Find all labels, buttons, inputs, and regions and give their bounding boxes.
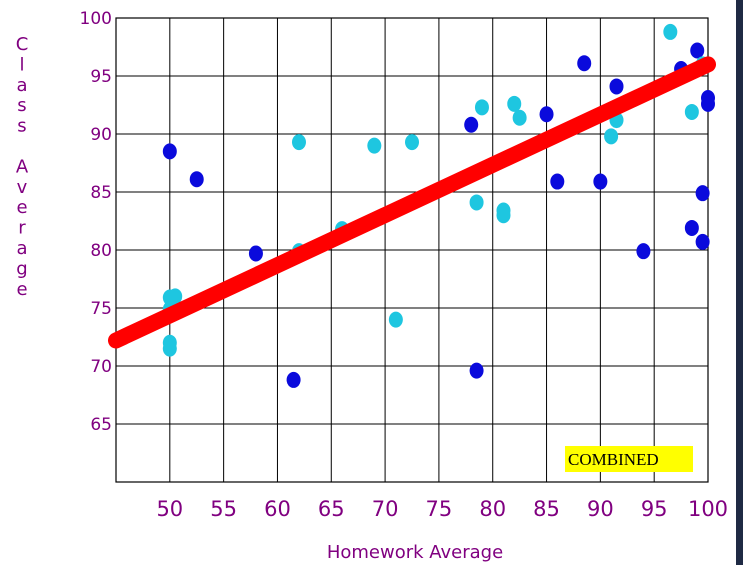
y-axis-label-char: a [16, 238, 27, 259]
data-point [593, 173, 608, 190]
data-point [162, 340, 177, 357]
x-tick-label: 75 [426, 497, 453, 521]
y-axis-label-char [19, 136, 25, 157]
data-point [474, 99, 489, 116]
data-point [469, 362, 484, 379]
data-point [539, 106, 554, 123]
x-tick-label: 90 [587, 497, 614, 521]
data-point [512, 109, 527, 126]
data-points [162, 23, 715, 388]
data-point [684, 103, 699, 120]
data-point [604, 128, 619, 145]
data-point [550, 173, 565, 190]
data-point [496, 207, 511, 224]
x-tick-label: 85 [533, 497, 560, 521]
data-point [684, 219, 699, 236]
y-tick-label: 90 [90, 125, 112, 145]
x-tick-label: 100 [688, 497, 728, 521]
annotation-box: COMBINED [565, 446, 693, 472]
x-tick-label: 70 [372, 497, 399, 521]
x-tick-label: 80 [479, 497, 506, 521]
y-tick-labels: 100 95 90 85 80 75 70 65 [80, 9, 112, 435]
data-point [286, 371, 301, 388]
y-axis-label-char: C [16, 34, 29, 55]
data-point [405, 134, 419, 151]
trendline [108, 56, 716, 349]
data-point [189, 171, 204, 188]
y-axis-label-char: g [16, 258, 27, 279]
y-axis-label-char: s [17, 116, 26, 137]
data-point [248, 245, 263, 262]
y-axis-label-char: a [16, 75, 27, 96]
y-tick-label: 80 [90, 241, 112, 261]
x-tick-label: 60 [264, 497, 291, 521]
y-tick-label: 75 [90, 299, 112, 319]
y-axis-label-char: v [17, 177, 28, 198]
data-point [469, 194, 484, 211]
x-tick-label: 65 [318, 497, 345, 521]
data-point [690, 42, 705, 59]
y-tick-label: 70 [90, 357, 112, 377]
y-axis-label-char: l [19, 54, 24, 75]
y-axis-label-char: e [16, 197, 27, 218]
y-tick-label: 100 [80, 9, 112, 29]
data-point [507, 95, 522, 112]
data-point [291, 134, 306, 151]
x-tick-label: 95 [641, 497, 668, 521]
data-point [695, 233, 710, 250]
y-axis-label-char: e [16, 279, 27, 300]
data-point [168, 288, 183, 305]
plot-frame [115, 17, 709, 483]
y-tick-label: 95 [90, 67, 112, 87]
x-tick-labels: 50 55 60 65 70 75 80 85 90 95 100 [156, 497, 728, 521]
data-point [388, 311, 403, 328]
data-point [464, 116, 479, 133]
data-point [636, 243, 651, 260]
data-point [663, 23, 678, 40]
x-tick-label: 55 [210, 497, 237, 521]
data-point [609, 78, 624, 95]
annotation-text: COMBINED [568, 450, 659, 469]
x-axis-label: Homework Average [327, 542, 503, 563]
y-axis-label-char: r [18, 218, 26, 239]
y-axis-label-char: s [17, 95, 26, 116]
y-tick-label: 85 [90, 183, 112, 203]
page-edge-rule [736, 0, 743, 565]
data-point [577, 55, 592, 72]
data-point [701, 95, 715, 112]
data-point [162, 143, 177, 160]
data-point [695, 185, 710, 202]
y-tick-label: 65 [90, 415, 112, 435]
x-tick-label: 50 [156, 497, 183, 521]
data-point [367, 137, 382, 154]
y-axis-label-char: A [16, 156, 29, 177]
